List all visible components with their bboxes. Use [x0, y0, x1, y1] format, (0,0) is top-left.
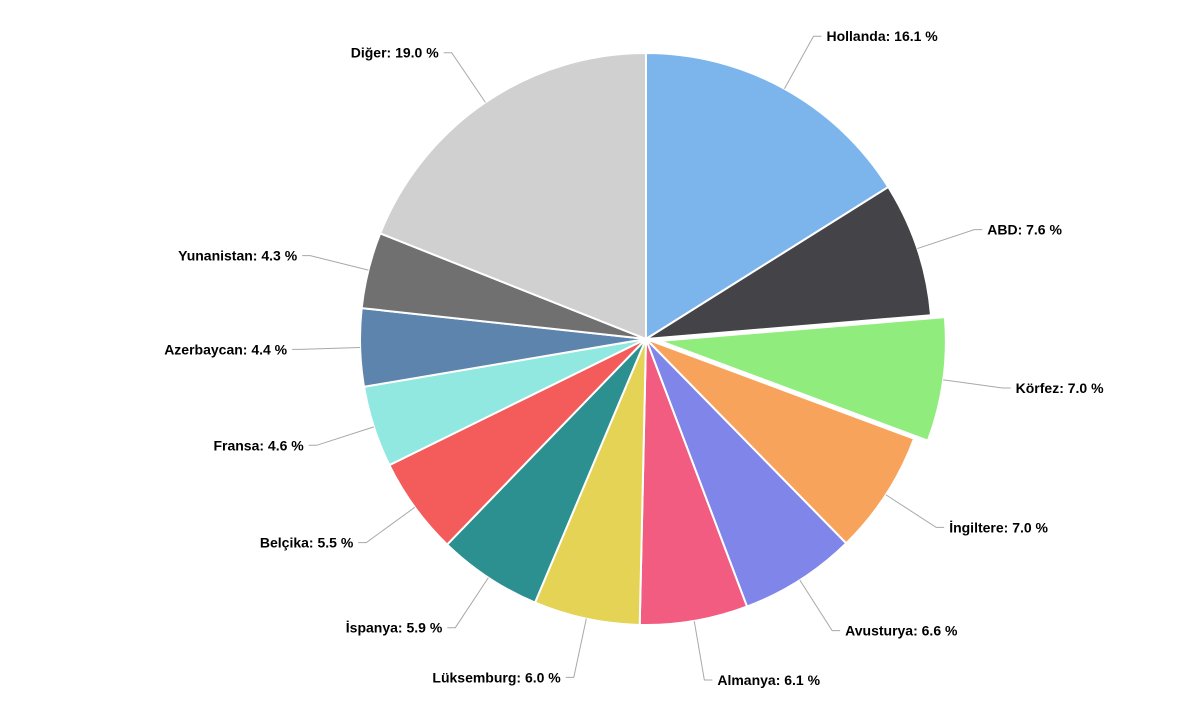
- leader-line-azerbaycan: [292, 347, 361, 350]
- leader-line-luksemburg: [565, 618, 587, 678]
- leader-line-i-ngiltere: [885, 494, 945, 528]
- pie-slice-diger[interactable]: [378, 51, 647, 341]
- leader-line-yunanistan: [302, 255, 369, 271]
- leader-line-hollanda: [784, 35, 822, 89]
- pie-slice-i-ngiltere[interactable]: [645, 338, 916, 545]
- data-label-luksemburg: Lüksemburg: 6.0 %: [432, 669, 561, 685]
- data-label-abd: ABD: 7.6 %: [987, 222, 1062, 238]
- pie-slice-avusturya[interactable]: [645, 338, 848, 608]
- data-label-azerbaycan: Azerbaycan: 4.4 %: [164, 341, 287, 357]
- leader-line-korfez: [943, 379, 1011, 389]
- data-label-i-ngiltere: İngiltere: 7.0 %: [949, 519, 1048, 535]
- leader-lines: [292, 35, 1011, 681]
- pie-slice-korfez[interactable]: [659, 316, 947, 442]
- data-label-hollanda: Hollanda: 16.1 %: [826, 28, 938, 44]
- leader-line-i-spanya: [447, 577, 489, 629]
- leader-line-belcika: [358, 506, 416, 544]
- data-label-fransa: Fransa: 4.6 %: [213, 437, 304, 453]
- data-label-avusturya: Avusturya: 6.6 %: [845, 623, 958, 639]
- data-label-i-spanya: İspanya: 5.9 %: [346, 620, 443, 636]
- data-label-yunanistan: Yunanistan: 4.3 %: [178, 248, 298, 264]
- leader-line-almanya: [693, 620, 713, 681]
- data-label-almanya: Almanya: 6.1 %: [717, 672, 820, 688]
- pie-slice-hollanda[interactable]: [645, 51, 890, 341]
- pie-slice-abd[interactable]: [645, 185, 933, 340]
- pie-slices: [359, 51, 947, 626]
- data-labels: Hollanda: 16.1 % ABD: 7.6 % Körfez: 7.0 % İ…: [164, 28, 1104, 688]
- data-label-korfez: Körfez: 7.0 %: [1016, 380, 1104, 396]
- leader-line-avusturya: [799, 579, 841, 632]
- data-label-diger: Diğer: 19.0 %: [351, 45, 439, 61]
- leader-line-abd: [917, 229, 983, 250]
- leader-line-fransa: [308, 426, 374, 446]
- leader-line-diger: [443, 52, 486, 103]
- data-label-belcika: Belçika: 5.5 %: [260, 535, 354, 551]
